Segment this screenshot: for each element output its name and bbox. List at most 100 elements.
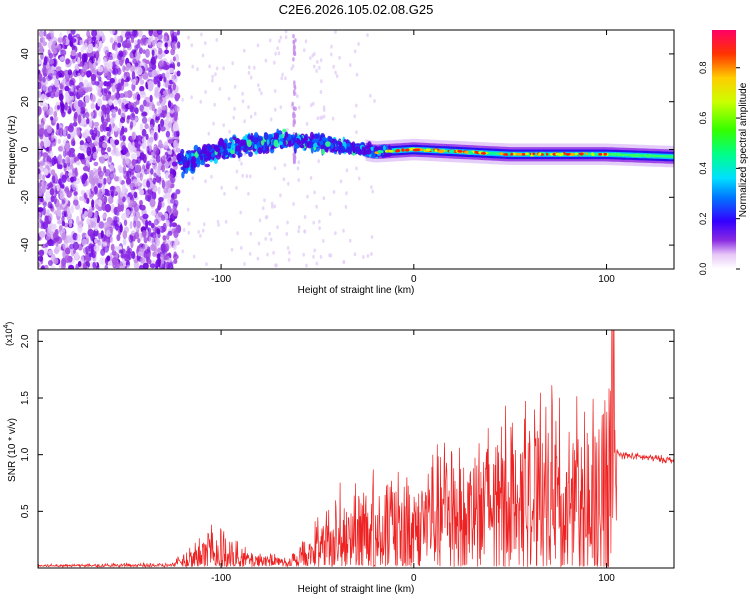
noise-speckle — [59, 32, 63, 39]
noise-speckle — [163, 77, 167, 83]
noise-speckle — [101, 214, 107, 220]
snr-xlabel: Height of straight line (km) — [298, 584, 415, 595]
noise-speckle — [303, 229, 307, 234]
noise-speckle — [162, 235, 167, 241]
noise-speckle — [92, 151, 98, 160]
signal-speckle — [222, 142, 227, 150]
noise-speckle — [89, 129, 94, 136]
noise-speckle — [236, 231, 239, 236]
noise-speckle — [88, 121, 93, 128]
noise-speckle — [204, 90, 207, 94]
noise-speckle — [135, 164, 141, 173]
noise-speckle — [65, 247, 71, 255]
noise-speckle — [52, 223, 57, 230]
x-tick-label: 100 — [598, 573, 615, 584]
signal-speckle — [330, 142, 334, 149]
noise-speckle — [309, 56, 312, 61]
noise-speckle — [53, 231, 59, 236]
noise-speckle — [70, 156, 74, 162]
noise-speckle — [165, 71, 171, 78]
hot-spot — [473, 150, 478, 154]
noise-speckle — [373, 99, 376, 103]
noise-speckle — [160, 126, 166, 132]
noise-speckle — [310, 103, 313, 108]
noise-speckle — [211, 78, 214, 83]
noise-speckle — [53, 48, 57, 55]
signal-speckle — [362, 146, 365, 153]
noise-speckle — [58, 93, 64, 102]
noise-speckle — [129, 65, 135, 73]
noise-speckle — [172, 155, 177, 163]
noise-speckle — [313, 190, 316, 195]
noise-speckle — [58, 164, 63, 170]
noise-speckle — [155, 266, 159, 269]
noise-speckle — [56, 209, 62, 217]
noise-speckle — [65, 79, 71, 87]
noise-speckle — [149, 198, 156, 208]
noise-speckle — [64, 142, 71, 151]
noise-speckle — [102, 241, 108, 247]
hot-spot — [578, 152, 584, 156]
noise-speckle — [213, 102, 216, 107]
noise-speckle — [239, 210, 242, 215]
noise-speckle — [127, 196, 131, 205]
noise-speckle — [164, 49, 170, 55]
noise-speckle — [187, 230, 191, 235]
signal-speckle — [304, 133, 308, 139]
noise-speckle — [82, 110, 86, 119]
noise-speckle — [155, 238, 160, 247]
noise-speckle — [175, 53, 179, 63]
noise-speckle — [90, 180, 96, 190]
noise-speckle — [217, 222, 220, 227]
signal-speckle — [200, 160, 206, 166]
noise-speckle — [274, 51, 277, 56]
noise-speckle — [118, 249, 124, 254]
hot-spot — [570, 152, 574, 156]
noise-speckle — [122, 146, 128, 155]
noise-speckle — [87, 228, 94, 237]
noise-speckle — [137, 30, 143, 38]
noise-speckle — [173, 193, 178, 200]
noise-speckle — [117, 35, 121, 43]
noise-speckle — [355, 103, 358, 108]
noise-speckle — [110, 243, 115, 251]
noise-speckle — [243, 262, 246, 266]
noise-speckle — [69, 79, 74, 87]
signal-speckle — [253, 136, 258, 145]
noise-speckle — [56, 122, 60, 130]
hot-spot — [401, 148, 405, 152]
noise-speckle — [274, 107, 277, 112]
signal-speckle — [237, 151, 241, 159]
noise-speckle — [162, 90, 167, 96]
noise-speckle — [39, 127, 46, 135]
noise-speckle — [157, 106, 163, 114]
y-tick-label: 0 — [20, 146, 31, 152]
noise-speckle — [136, 151, 141, 157]
noise-speckle — [286, 246, 290, 250]
noise-speckle — [286, 127, 289, 132]
noise-speckle — [208, 64, 211, 69]
noise-speckle — [171, 161, 178, 167]
noise-speckle — [142, 262, 149, 269]
signal-speckle — [254, 132, 259, 139]
noise-speckle — [328, 212, 332, 216]
noise-speckle — [214, 72, 217, 77]
noise-speckle — [111, 83, 116, 93]
hot-spot — [440, 150, 445, 153]
noise-speckle — [332, 190, 336, 194]
noise-speckle — [86, 48, 93, 54]
hot-spot — [598, 152, 603, 156]
signal-speckle — [367, 149, 372, 155]
noise-speckle — [81, 118, 87, 125]
noise-speckle — [130, 37, 135, 44]
noise-speckle — [263, 198, 266, 203]
noise-speckle — [159, 59, 164, 67]
noise-speckle — [153, 125, 159, 131]
noise-speckle — [133, 203, 140, 213]
signal-speckle — [296, 138, 301, 145]
noise-speckle — [117, 98, 122, 104]
signal-speckle — [383, 145, 386, 151]
noise-speckle — [39, 230, 46, 238]
noise-speckle — [47, 182, 54, 189]
noise-speckle — [107, 55, 113, 61]
